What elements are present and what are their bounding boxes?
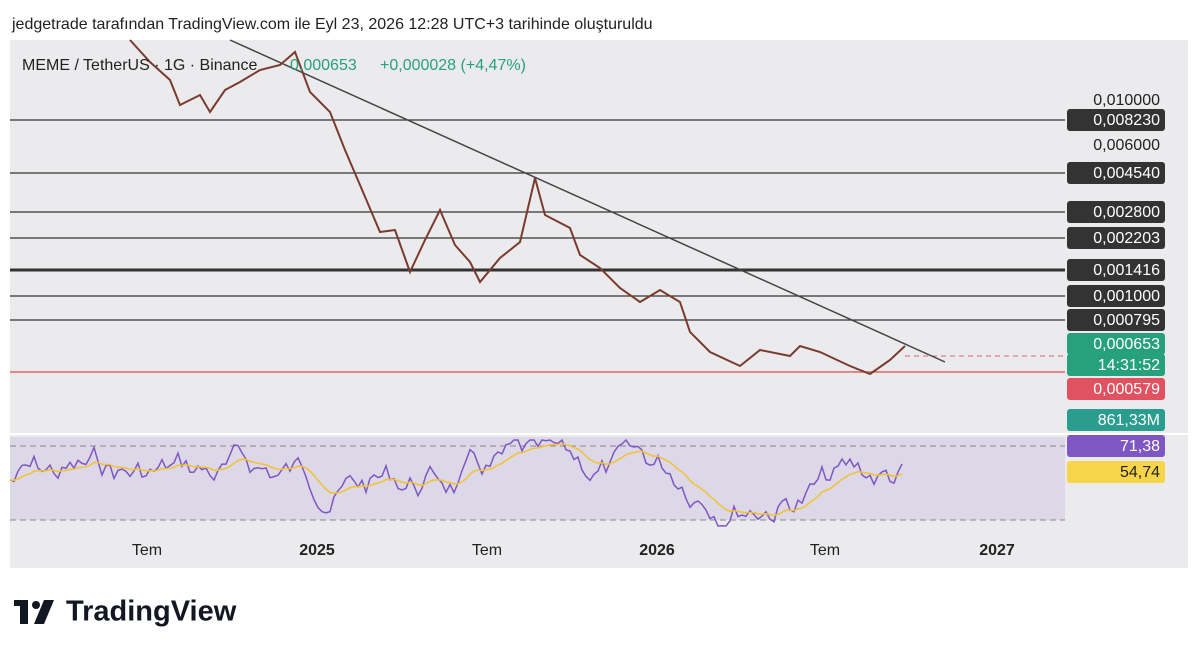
level-label-bg	[1067, 309, 1165, 331]
time-label: 2026	[639, 542, 675, 559]
scale-label: 0,006000	[1093, 137, 1160, 154]
countdown: 14:31:52	[1098, 357, 1160, 374]
rsi-value-bg	[1067, 435, 1165, 457]
rsi-ma-bg	[1067, 461, 1165, 483]
volume: 861,33M	[1098, 412, 1160, 429]
level-label-bg	[1067, 109, 1165, 131]
price-path	[129, 39, 906, 376]
rsi-ma-line	[9, 443, 903, 517]
level-label-bg	[1067, 162, 1165, 184]
volume-bg	[1067, 409, 1165, 431]
price-scale: 0,010000 0,006000 0,008230 0,004540 0,002800…	[1067, 92, 1165, 483]
level-label: 0,004540	[1093, 165, 1160, 182]
level-lines	[10, 119, 1065, 321]
level-label: 0,008230	[1093, 112, 1160, 129]
logo-icon	[20, 600, 28, 624]
logo-text: TradingView	[66, 596, 237, 628]
time-label: 2025	[299, 542, 335, 559]
time-label: Tem	[132, 542, 162, 559]
support-price: 0,000579	[1093, 381, 1160, 398]
level-label: 0,002203	[1093, 230, 1160, 247]
level-label-bg	[1067, 285, 1165, 307]
scale-label: 0,010000	[1093, 92, 1160, 109]
countdown-bg	[1067, 354, 1165, 376]
logo-icon	[32, 601, 40, 609]
rsi-ma: 54,74	[1120, 464, 1160, 481]
time-axis: Tem 2025 Tem 2026 Tem 2027	[132, 542, 1015, 559]
last-price: 0,000653	[1093, 336, 1160, 353]
logo-icon	[34, 600, 54, 624]
symbol-price: 0,000653	[290, 57, 357, 74]
logo: TradingView	[14, 596, 237, 628]
level-label: 0,001000	[1093, 288, 1160, 305]
level-label-bg	[1067, 227, 1165, 249]
symbol-name: MEME / TetherUS · 1G · Binance	[22, 57, 257, 74]
caption: jedgetrade tarafından TradingView.com il…	[11, 16, 653, 33]
rsi-line	[9, 438, 903, 527]
support-price-bg	[1067, 378, 1165, 400]
level-label: 0,002800	[1093, 204, 1160, 221]
level-label: 0,000795	[1093, 312, 1160, 329]
time-label: Tem	[810, 542, 840, 559]
time-label: Tem	[472, 542, 502, 559]
rsi-band	[10, 437, 1065, 520]
time-label: 2027	[979, 542, 1015, 559]
trendline	[229, 39, 946, 363]
last-price-bg	[1067, 333, 1165, 355]
level-label-bg	[1067, 259, 1165, 281]
level-label: 0,001416	[1093, 262, 1160, 279]
symbol-change: +0,000028 (+4,47%)	[380, 57, 526, 74]
rsi-value: 71,38	[1120, 438, 1160, 455]
level-label-bg	[1067, 201, 1165, 223]
